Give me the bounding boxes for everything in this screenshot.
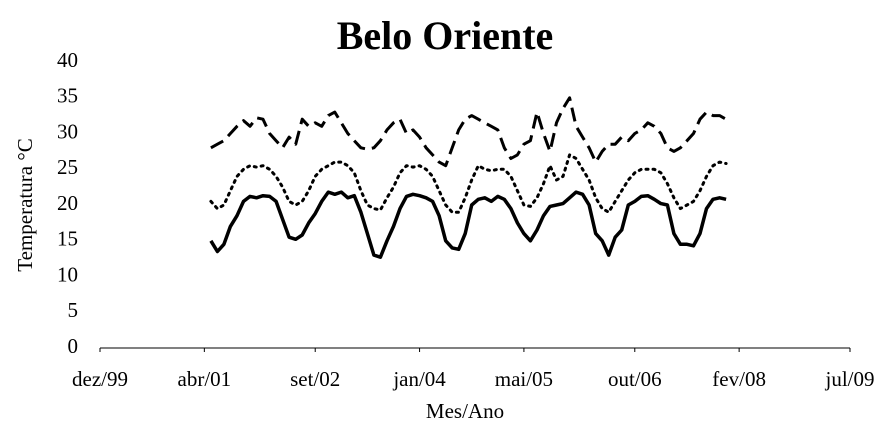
x-tick-label: dez/99	[72, 367, 128, 391]
y-axis-label: Temperatura °C	[13, 138, 37, 271]
x-tick-label: jan/04	[392, 367, 446, 391]
x-axis-label: Mes/Ano	[426, 399, 504, 423]
series-line	[209, 153, 728, 214]
series-line	[210, 96, 727, 168]
x-tick-label: abr/01	[178, 367, 232, 391]
x-tick-label: mai/05	[495, 367, 553, 391]
y-tick-label: 15	[57, 227, 78, 251]
y-tick-label: 5	[68, 298, 79, 322]
series-line	[209, 190, 727, 259]
x-tick-label: jul/09	[824, 367, 874, 391]
y-tick-label: 10	[57, 262, 78, 286]
x-tick-label: out/06	[608, 367, 662, 391]
chart-title: Belo Oriente	[337, 13, 554, 58]
y-tick-label: 35	[57, 84, 78, 108]
y-tick-label: 40	[57, 48, 78, 72]
y-tick-label: 0	[68, 334, 79, 358]
x-tick-label: fev/08	[712, 367, 766, 391]
y-tick-label: 25	[57, 155, 78, 179]
x-tick-label: set/02	[290, 367, 340, 391]
y-tick-label: 30	[57, 119, 78, 143]
y-tick-label: 20	[57, 191, 78, 215]
